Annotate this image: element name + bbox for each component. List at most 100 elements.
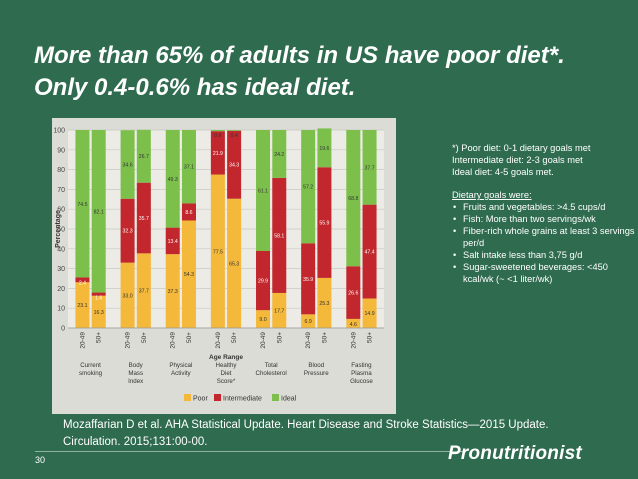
- y-tick-label: 40: [57, 246, 65, 253]
- group-label: Pressure: [304, 370, 329, 377]
- bar-segment-intermediate: [301, 243, 316, 315]
- data-label: 61.1: [258, 188, 268, 194]
- y-tick-label: 20: [57, 286, 65, 293]
- goals-list: Fruits and vegetables: >4.5 cups/d Fish:…: [452, 201, 638, 285]
- bar-segment-ideal: [165, 130, 180, 228]
- bar-segment-intermediate: [227, 130, 242, 199]
- goal-item: Fish: More than two servings/wk: [452, 213, 638, 225]
- footer-divider: [35, 451, 465, 452]
- y-tick-label: 70: [57, 187, 65, 194]
- x-tick-label: 50+: [186, 332, 193, 343]
- legend-label: Ideal: [281, 396, 297, 403]
- y-tick-label: 50: [57, 227, 65, 234]
- bar-segment-ideal: [75, 130, 90, 278]
- group-label: Physical: [169, 362, 192, 369]
- bar-segment-poor: [301, 314, 316, 328]
- group-label: Glucose: [350, 378, 373, 385]
- x-tick-label: 50+: [367, 332, 374, 343]
- group-label: Fasting: [351, 362, 372, 369]
- bar-segment-intermediate: [136, 182, 151, 254]
- data-label: 6.9: [305, 319, 312, 325]
- x-tick-label: 20-49: [215, 332, 222, 349]
- y-tick-label: 10: [57, 306, 65, 313]
- bar-segment-ideal: [91, 130, 106, 293]
- bar-segment-intermediate: [210, 131, 225, 175]
- bar-segment-poor: [165, 254, 180, 328]
- data-label: 23.1: [77, 303, 87, 309]
- goal-item: Salt intake less than 3,75 g/d: [452, 249, 638, 261]
- bar-segment-ideal: [136, 129, 151, 183]
- data-label: 8.6: [185, 210, 192, 216]
- data-label: 34.6: [123, 162, 133, 168]
- data-label: 26.7: [139, 154, 149, 160]
- data-label: 25.3: [319, 301, 329, 307]
- brand-logo: Pronutritionist: [448, 443, 582, 464]
- data-label: 37.7: [139, 289, 149, 295]
- bar-segment-ideal: [346, 130, 361, 267]
- x-tick-label: 20-49: [125, 332, 132, 349]
- group-label: Cholesterol: [255, 370, 286, 377]
- x-tick-label: 20-49: [79, 332, 86, 349]
- data-label: 17.7: [274, 308, 284, 314]
- data-label: 0.6: [214, 133, 221, 139]
- chart-figure: 0 10 20 30 40 50 60 70 80 90 100 Percentage 23.1 2.4 7…: [52, 118, 396, 414]
- bar-segment-ideal: [301, 130, 316, 244]
- bar-segment-poor: [120, 262, 135, 328]
- goals-heading: Dietary goals were:: [452, 190, 532, 200]
- group-label: Diet: [220, 370, 231, 377]
- y-tick-label: 90: [57, 147, 65, 154]
- bar-segment-intermediate: [91, 292, 106, 296]
- goal-item: Sugar-sweetened beverages: <450 kcal/wk …: [452, 261, 638, 285]
- data-label: 26.6: [348, 291, 358, 297]
- bar-segment-ideal: [181, 130, 196, 204]
- x-tick-label: 50+: [96, 332, 103, 343]
- data-label: 9.0: [259, 317, 266, 323]
- x-tick-label: 50+: [276, 332, 283, 343]
- bar-segment-ideal: [256, 130, 271, 251]
- data-label: 37.3: [168, 289, 178, 295]
- x-tick-label: 50+: [321, 332, 328, 343]
- goal-item: Fiber-rich whole grains at least 3 servi…: [452, 225, 638, 249]
- legend-swatch-intermediate: [214, 394, 221, 401]
- bar-segment-poor: [256, 310, 271, 328]
- bar-segment-intermediate: [120, 198, 135, 263]
- data-label: 4.6: [350, 322, 357, 328]
- data-label: 2.4: [79, 281, 86, 287]
- bar-segment-ideal: [272, 130, 287, 178]
- bar-segment-poor: [91, 295, 106, 328]
- y-axis-label: Percentage: [55, 210, 62, 248]
- group-label: Body: [129, 362, 144, 369]
- bar-segment-intermediate: [272, 177, 287, 293]
- data-label: 34.3: [229, 163, 239, 169]
- group-label: Current: [80, 362, 101, 369]
- y-tick-label: 100: [53, 128, 65, 135]
- bar-segment-intermediate: [346, 266, 361, 319]
- legend-label: Poor: [193, 396, 208, 403]
- bar-segment-poor: [317, 277, 332, 328]
- data-label: 49.3: [168, 177, 178, 183]
- bar-segment-ideal: [210, 130, 225, 132]
- data-label: 57.2: [303, 185, 313, 191]
- bar-segment-poor: [346, 318, 361, 328]
- x-tick-label: 20-49: [260, 332, 267, 349]
- group-label: Activity: [171, 370, 192, 377]
- group-label: Score*: [217, 378, 236, 385]
- definition-ideal: Ideal diet: 4-5 goals met.: [452, 167, 554, 177]
- bar-segment-poor: [75, 282, 90, 328]
- group-label: Blood: [308, 362, 324, 369]
- bar-segment-ideal: [227, 130, 242, 131]
- data-label: 24.2: [274, 152, 284, 158]
- group-label: Total: [265, 362, 278, 369]
- bar-segment-poor: [181, 220, 196, 328]
- bar-segment-poor: [136, 253, 151, 328]
- data-label: 47.4: [364, 250, 374, 256]
- x-axis-label: Age Range: [209, 354, 243, 361]
- data-label: 0.4: [231, 133, 238, 139]
- data-label: 35.7: [139, 216, 149, 222]
- y-tick-label: 30: [57, 266, 65, 273]
- y-tick-label: 0: [61, 326, 65, 333]
- data-label: 32.3: [123, 229, 133, 235]
- data-label: 14.9: [364, 311, 374, 317]
- data-label: 82.1: [94, 209, 104, 215]
- x-tick-label: 20-49: [305, 332, 312, 349]
